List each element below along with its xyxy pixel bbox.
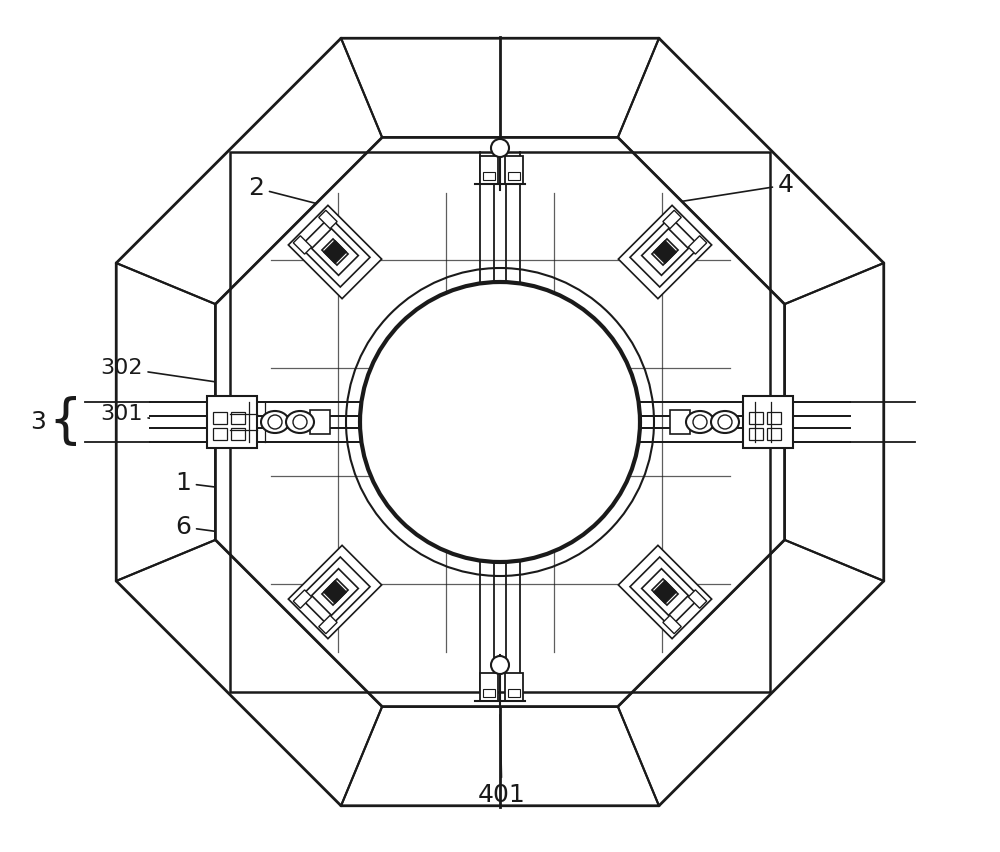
Text: 3: 3 [30, 410, 46, 434]
Polygon shape [630, 557, 700, 627]
Bar [749, 412, 763, 424]
Bar [749, 428, 763, 440]
Bar [743, 396, 793, 448]
Ellipse shape [686, 411, 714, 433]
Polygon shape [654, 240, 676, 263]
Ellipse shape [286, 411, 314, 433]
Polygon shape [630, 217, 700, 287]
Polygon shape [652, 239, 678, 265]
Polygon shape [312, 568, 358, 615]
Text: 2: 2 [248, 176, 327, 206]
Circle shape [491, 656, 509, 674]
Polygon shape [341, 706, 659, 805]
Polygon shape [288, 545, 382, 639]
Polygon shape [341, 38, 659, 137]
Bar [213, 412, 227, 424]
Polygon shape [300, 557, 370, 627]
Polygon shape [318, 572, 351, 604]
Bar [213, 428, 227, 440]
Polygon shape [642, 228, 688, 275]
Polygon shape [652, 579, 678, 605]
Polygon shape [654, 581, 676, 603]
Polygon shape [618, 540, 883, 805]
Text: 4: 4 [668, 173, 794, 204]
Bar [480, 673, 498, 701]
Polygon shape [618, 205, 712, 299]
Polygon shape [288, 205, 382, 299]
Polygon shape [293, 236, 312, 254]
Ellipse shape [711, 411, 739, 433]
Bar [767, 412, 781, 424]
Polygon shape [319, 615, 337, 634]
Polygon shape [663, 615, 681, 634]
Polygon shape [312, 228, 358, 275]
Bar [310, 410, 330, 434]
Text: 301: 301 [100, 404, 227, 429]
Polygon shape [618, 38, 883, 304]
Bar [483, 172, 495, 180]
Bar [231, 428, 245, 440]
Polygon shape [117, 38, 883, 805]
Bar [483, 689, 495, 697]
Polygon shape [215, 137, 785, 706]
Bar [767, 428, 781, 440]
Polygon shape [688, 236, 707, 254]
Polygon shape [642, 568, 688, 615]
Polygon shape [649, 572, 682, 604]
Text: 302: 302 [100, 358, 227, 383]
Polygon shape [293, 590, 312, 608]
Bar [480, 156, 498, 184]
Bar [231, 412, 245, 424]
Bar [207, 396, 257, 448]
Bar [505, 673, 523, 701]
Text: 1: 1 [175, 471, 292, 497]
Text: {: { [48, 396, 82, 448]
Polygon shape [150, 402, 850, 442]
Bar [508, 172, 520, 180]
Bar [508, 689, 520, 697]
Circle shape [491, 139, 509, 157]
Text: 6: 6 [175, 515, 292, 542]
Polygon shape [300, 217, 370, 287]
Polygon shape [322, 239, 348, 265]
Ellipse shape [261, 411, 289, 433]
Polygon shape [324, 240, 346, 263]
Polygon shape [663, 210, 681, 228]
Polygon shape [117, 38, 382, 304]
Polygon shape [318, 240, 351, 273]
Circle shape [360, 282, 640, 562]
Bar [505, 156, 523, 184]
Polygon shape [785, 263, 883, 581]
Polygon shape [688, 590, 707, 608]
Text: 401: 401 [478, 715, 526, 807]
Polygon shape [324, 581, 346, 603]
Polygon shape [117, 540, 382, 805]
Bar [670, 410, 690, 434]
Polygon shape [649, 240, 682, 273]
Polygon shape [322, 579, 348, 605]
Polygon shape [618, 545, 712, 639]
Polygon shape [117, 263, 215, 581]
Polygon shape [319, 210, 337, 228]
